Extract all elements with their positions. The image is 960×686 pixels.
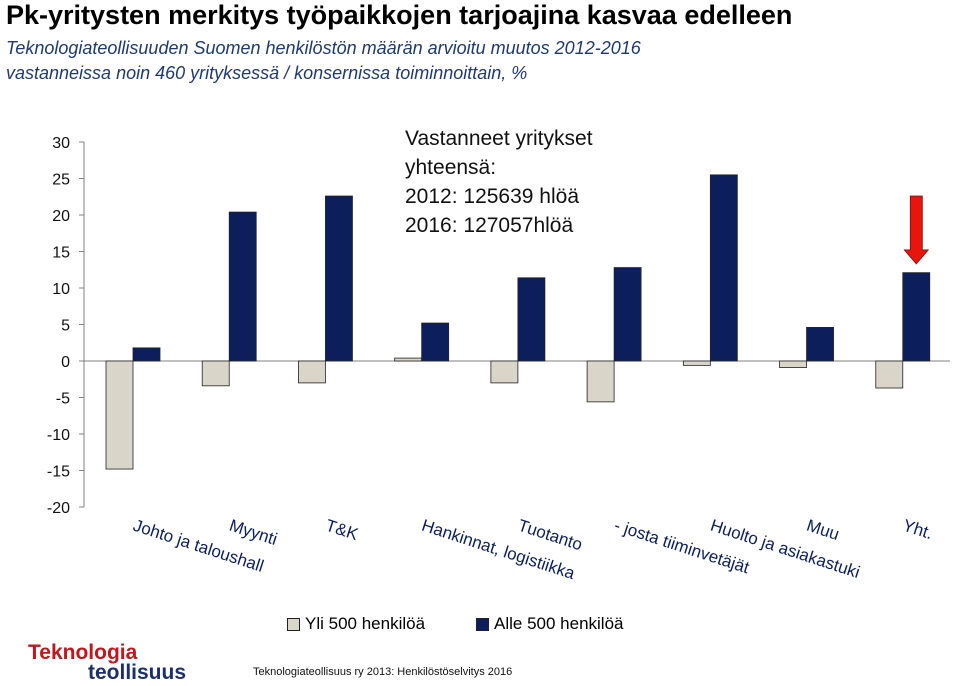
bar-small-companies <box>902 272 931 362</box>
bar-large-companies <box>682 360 711 366</box>
bar-large-companies <box>298 360 326 384</box>
y-tick-label: -10 <box>47 427 70 444</box>
y-tick-label: 25 <box>52 172 70 189</box>
y-tick-label: 15 <box>52 245 70 262</box>
logo-text-line1: Teknologia <box>28 641 138 664</box>
y-tick-label: -15 <box>47 464 70 481</box>
down-arrow-icon <box>903 195 930 265</box>
y-tick-label: 30 <box>52 135 70 152</box>
bar-large-companies <box>586 360 615 403</box>
bar-large-companies <box>105 360 134 470</box>
x-category-label: Yht. <box>901 516 936 543</box>
chart-subtitle-line2: vastanneissa noin 460 yrityksessä / kons… <box>6 63 528 83</box>
y-tick-label: 10 <box>52 281 70 298</box>
source-footer: Teknologiateollisuus ry 2013: Henkilöstö… <box>253 666 513 678</box>
chart-subtitle-line1: Teknologiateollisuuden Suomen henkilöstö… <box>6 38 641 58</box>
logo-text-line2: teollisuus <box>88 661 187 684</box>
bar-small-companies <box>806 327 834 362</box>
legend-label-large: Yli 500 henkilöä <box>305 614 426 633</box>
annotation-line3: 2012: 125639 hlöä <box>405 185 579 208</box>
totals-annotation: Vastanneet yritykset yhteensä: 2012: 125… <box>405 124 593 240</box>
bar-large-companies <box>875 360 904 389</box>
annotation-line1: Vastanneet yritykset <box>405 127 593 150</box>
bar-large-companies <box>394 357 423 362</box>
bar-large-companies <box>490 360 519 384</box>
bar-small-companies <box>325 195 353 362</box>
bar-small-companies <box>709 174 738 362</box>
y-tick-label: 20 <box>52 208 70 225</box>
legend-label-small: Alle 500 henkilöä <box>494 614 624 633</box>
x-category-label: Myynti <box>227 516 280 549</box>
y-tick-label: -20 <box>47 500 70 517</box>
company-logo: Teknologia teollisuus <box>28 641 187 684</box>
y-tick-label: 5 <box>61 318 70 335</box>
legend-swatch-small <box>476 617 489 631</box>
x-category-label: T&K <box>323 516 361 544</box>
bar-small-companies <box>517 277 546 362</box>
bar-small-companies <box>421 322 450 362</box>
y-tick-label: -5 <box>56 391 70 408</box>
bar-small-companies <box>228 211 257 362</box>
y-tick-label: 0 <box>61 354 70 371</box>
bar-large-companies <box>201 360 230 387</box>
x-category-label: Muu <box>804 516 841 544</box>
annotation-line2: yhteensä: <box>405 156 497 179</box>
bar-large-companies <box>779 360 807 368</box>
legend-swatch-large <box>287 617 300 631</box>
bar-small-companies <box>613 267 642 362</box>
legend-item-large: Yli 500 henkilöä <box>287 614 425 634</box>
chart-title: Pk-yritysten merkitys työpaikkojen tarjo… <box>6 0 793 30</box>
bar-small-companies <box>132 347 161 362</box>
annotation-line4: 2016: 127057hlöä <box>405 214 574 237</box>
legend-item-small: Alle 500 henkilöä <box>476 614 623 634</box>
